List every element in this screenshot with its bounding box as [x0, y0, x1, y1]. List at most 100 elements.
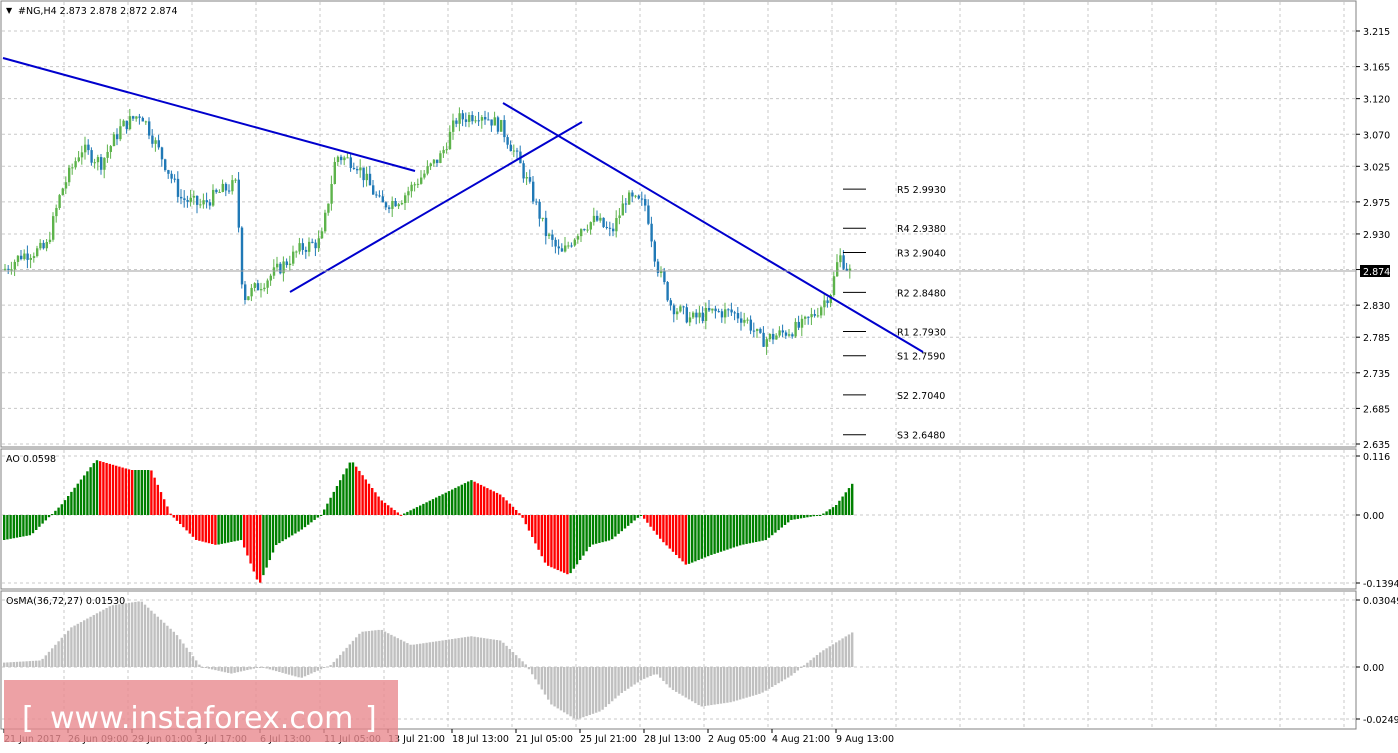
- osma-bar: [92, 615, 95, 667]
- ao-bar: [323, 509, 326, 515]
- osma-bar: [204, 667, 207, 669]
- ao-bar: [415, 507, 419, 515]
- osma-bar: [217, 667, 220, 671]
- osma-bar: [223, 667, 227, 673]
- ao-bar: [169, 513, 172, 515]
- ao-bar: [707, 515, 710, 557]
- osma-bar: [393, 636, 396, 667]
- osma-bar: [633, 667, 636, 685]
- ao-bar: [492, 491, 495, 515]
- osma-bar: [361, 631, 364, 667]
- ao-bar: [691, 515, 694, 563]
- candle-body: [42, 242, 45, 249]
- ao-bar: [508, 503, 511, 515]
- trend-lines[interactable]: [2, 57, 924, 353]
- candle-body: [314, 242, 317, 249]
- ao-bar: [409, 510, 412, 515]
- ao-bar: [345, 468, 348, 515]
- ao-histogram: [3, 460, 854, 583]
- candle-body: [762, 332, 765, 347]
- candle-body: [215, 189, 218, 193]
- candle-body: [432, 159, 436, 164]
- candle-body: [336, 156, 340, 162]
- candle-body: [148, 121, 151, 136]
- candle-body: [237, 179, 240, 228]
- ao-bar: [694, 515, 697, 562]
- price-tick-label: 3.165: [1363, 63, 1390, 74]
- osma-bar: [44, 655, 47, 667]
- osma-bar: [70, 627, 73, 667]
- candle-body: [461, 113, 464, 120]
- candle-body: [640, 198, 644, 200]
- ao-bar: [463, 483, 467, 515]
- osma-tick-label: -0.02492: [1363, 715, 1398, 726]
- ao-bar: [428, 500, 431, 515]
- ao-bar: [143, 470, 147, 515]
- ao-bar: [351, 462, 355, 515]
- ao-bar: [150, 470, 153, 515]
- trend-line-upper-resistance[interactable]: [2, 57, 416, 172]
- ao-bar: [188, 515, 191, 534]
- candle-body: [304, 249, 308, 252]
- candle-body: [695, 312, 698, 318]
- ao-title: AO 0.0598: [6, 454, 56, 465]
- candle-body: [122, 120, 125, 127]
- candle-body: [333, 161, 336, 184]
- candle-body: [106, 151, 109, 158]
- candle-body: [4, 268, 7, 270]
- candle-body: [90, 150, 93, 163]
- trend-line-resistance-down[interactable]: [502, 102, 924, 353]
- candle-body: [794, 321, 797, 337]
- candle-body: [372, 185, 375, 195]
- osma-bar: [19, 661, 22, 667]
- ao-bar: [278, 515, 281, 544]
- osma-bar: [281, 667, 284, 673]
- ao-tick-label: 0.116: [1363, 452, 1390, 463]
- candle-body: [407, 191, 410, 196]
- osma-bar: [227, 667, 230, 673]
- ao-bar: [403, 513, 406, 515]
- osma-bar: [310, 667, 313, 674]
- ao-bar: [601, 515, 604, 543]
- ao-bar: [591, 515, 595, 545]
- osma-bar: [371, 630, 374, 667]
- ao-bar: [332, 491, 335, 515]
- osma-bar: [499, 640, 502, 667]
- ao-bar: [681, 515, 684, 562]
- osma-bar: [326, 666, 329, 668]
- osma-bar: [150, 610, 153, 667]
- ao-bar: [812, 515, 815, 517]
- pivot-levels: R5 2.9930 R4 2.9380 R3 2.9040 R2 2.8480 R1 2…: [843, 185, 946, 442]
- ao-bar: [207, 515, 211, 544]
- candle-body: [301, 243, 304, 250]
- candle-body: [391, 201, 394, 209]
- candle-body: [320, 231, 324, 239]
- ao-bar: [163, 499, 166, 515]
- osma-bar: [735, 667, 739, 701]
- osma-bar: [486, 638, 489, 667]
- candle-body: [612, 228, 615, 232]
- osma-bar: [515, 655, 518, 667]
- candle-body: [228, 190, 231, 192]
- candle-body: [752, 330, 756, 332]
- ao-bar: [819, 515, 822, 516]
- candle-body: [84, 144, 87, 153]
- ao-bar: [310, 515, 313, 523]
- osma-bar: [550, 667, 553, 705]
- ao-bar: [543, 515, 547, 563]
- trend-line-support[interactable]: [289, 121, 583, 293]
- candle-body: [39, 242, 42, 249]
- osma-bar: [428, 642, 431, 667]
- price-tick-label: 3.070: [1363, 130, 1390, 141]
- collapse-triangle-icon[interactable]: ▼: [6, 6, 13, 15]
- ao-bar: [294, 515, 297, 534]
- osma-bar: [108, 606, 111, 667]
- candle-body: [759, 328, 762, 333]
- osma-bar: [457, 638, 460, 667]
- candle-body: [244, 284, 247, 300]
- current-price-tag: 2.874: [1360, 265, 1390, 278]
- ao-bar: [275, 515, 278, 545]
- ao-bar: [614, 515, 617, 537]
